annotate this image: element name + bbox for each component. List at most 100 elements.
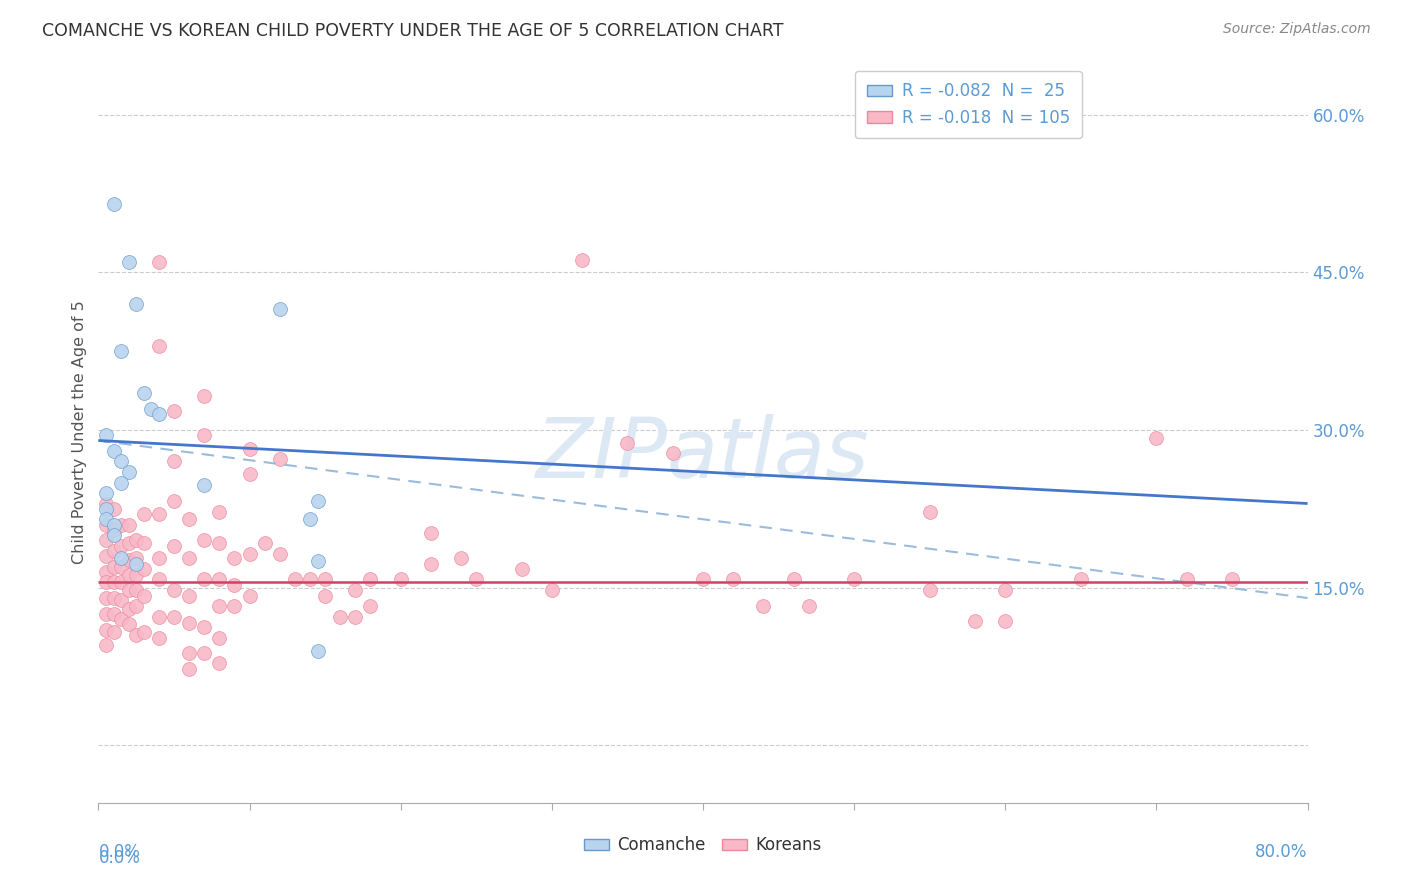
Point (103, 591, 125, 605)
Point (163, 582, 186, 597)
Text: COMANCHE VS KOREAN CHILD POVERTY UNDER THE AGE OF 5 CORRELATION CHART: COMANCHE VS KOREAN CHILD POVERTY UNDER T… (42, 22, 783, 40)
Point (103, 559, 125, 574)
Point (118, 517, 141, 532)
Point (132, 589, 155, 603)
Point (918, 505, 941, 519)
Point (94, 486, 117, 500)
Point (193, 389, 215, 403)
Point (510, 561, 533, 575)
Point (94, 512, 117, 526)
Point (208, 599, 231, 614)
Point (208, 631, 231, 645)
Point (918, 582, 941, 597)
Point (179, 616, 201, 631)
Point (110, 559, 132, 574)
Point (344, 582, 367, 597)
Text: ZIPatlas: ZIPatlas (536, 414, 870, 495)
Legend: Comanche, Koreans: Comanche, Koreans (578, 830, 828, 861)
Point (118, 536, 141, 550)
Point (179, 512, 201, 526)
Point (125, 551, 148, 566)
Point (148, 551, 170, 566)
Point (783, 572, 806, 586)
Point (1144, 431, 1167, 445)
Point (269, 547, 291, 561)
Point (94, 549, 117, 563)
Point (1220, 572, 1243, 586)
Text: Source: ZipAtlas.com: Source: ZipAtlas.com (1223, 22, 1371, 37)
Point (239, 467, 262, 482)
Point (103, 624, 125, 639)
Point (450, 551, 472, 566)
Point (125, 599, 148, 614)
Text: 0.0%: 0.0% (98, 849, 141, 867)
Point (110, 612, 132, 626)
Point (692, 572, 714, 586)
Point (110, 344, 132, 359)
Point (94, 533, 117, 548)
Point (284, 572, 307, 586)
Point (269, 452, 291, 467)
Point (465, 572, 488, 586)
Point (103, 197, 125, 211)
Point (125, 582, 148, 597)
Point (389, 572, 412, 586)
Point (110, 551, 132, 566)
Point (193, 477, 215, 491)
Point (994, 582, 1017, 597)
Point (994, 614, 1017, 628)
Point (179, 662, 201, 676)
Point (94, 638, 117, 652)
Y-axis label: Child Poverty Under the Age of 5: Child Poverty Under the Age of 5 (72, 301, 87, 565)
Point (179, 551, 201, 566)
Point (253, 536, 276, 550)
Point (94, 501, 117, 516)
Point (94, 496, 117, 510)
Point (163, 494, 186, 508)
Point (103, 607, 125, 621)
Point (208, 656, 231, 670)
Point (329, 610, 352, 624)
Point (118, 465, 141, 479)
Point (420, 525, 443, 540)
Point (193, 533, 215, 548)
Point (208, 536, 231, 550)
Point (239, 442, 262, 456)
Point (141, 402, 163, 417)
Point (94, 565, 117, 579)
Point (844, 572, 866, 586)
Point (314, 572, 336, 586)
Point (125, 297, 148, 311)
Point (132, 507, 155, 521)
Point (148, 507, 170, 521)
Point (118, 255, 141, 269)
Point (314, 589, 336, 603)
Point (208, 505, 231, 519)
Point (163, 539, 186, 553)
Point (94, 591, 117, 605)
Point (103, 444, 125, 458)
Point (125, 558, 148, 572)
Point (163, 454, 186, 468)
Point (148, 631, 170, 645)
Point (110, 517, 132, 532)
Point (125, 533, 148, 548)
Point (110, 454, 132, 468)
Point (148, 572, 170, 586)
Point (269, 302, 291, 317)
Point (193, 646, 215, 660)
Point (1175, 572, 1198, 586)
Point (103, 543, 125, 558)
Point (110, 475, 132, 490)
Point (540, 582, 562, 597)
Point (103, 528, 125, 542)
Point (344, 610, 367, 624)
Point (224, 551, 246, 566)
Point (103, 523, 125, 537)
Point (163, 610, 186, 624)
Point (224, 578, 246, 592)
Point (94, 517, 117, 532)
Point (118, 582, 141, 597)
Point (307, 494, 329, 508)
Point (723, 572, 745, 586)
